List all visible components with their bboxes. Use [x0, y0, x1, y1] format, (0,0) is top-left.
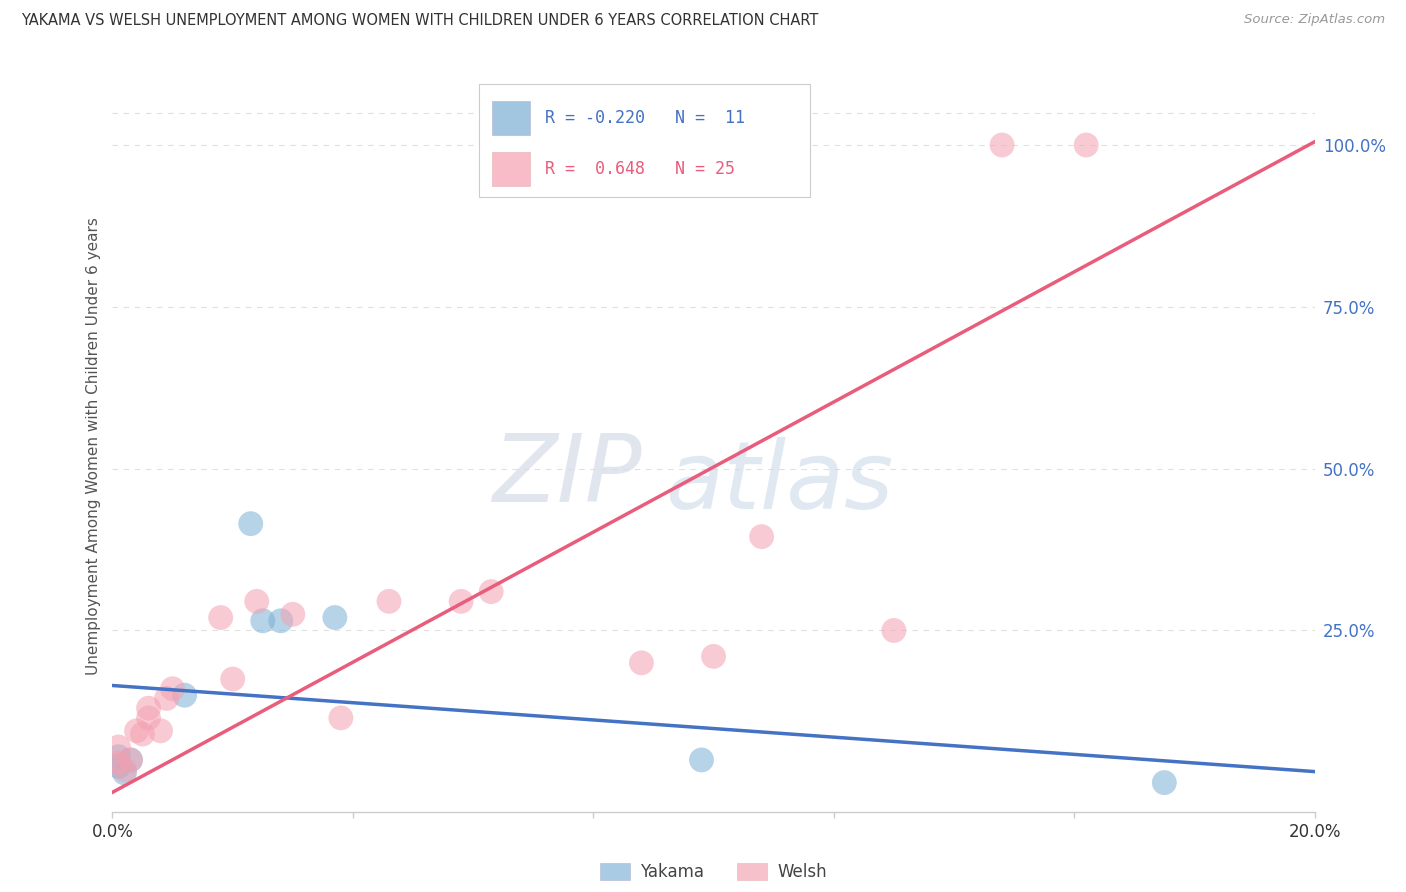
- Point: [149, 723, 172, 738]
- Point: [329, 711, 352, 725]
- Point: [120, 753, 142, 767]
- Point: [239, 516, 262, 531]
- Text: R = -0.220   N =  11: R = -0.220 N = 11: [546, 109, 745, 127]
- Point: [173, 688, 195, 702]
- Point: [323, 610, 346, 624]
- Point: [162, 681, 184, 696]
- Point: [883, 624, 905, 638]
- Point: [991, 138, 1014, 153]
- Point: [270, 614, 292, 628]
- Point: [690, 753, 713, 767]
- Point: [702, 649, 725, 664]
- Point: [1153, 775, 1175, 789]
- Point: [209, 610, 232, 624]
- Point: [222, 672, 245, 686]
- Legend: Yakama, Welsh: Yakama, Welsh: [593, 856, 834, 888]
- Text: R =  0.648   N = 25: R = 0.648 N = 25: [546, 160, 735, 178]
- Point: [630, 656, 652, 670]
- Text: Source: ZipAtlas.com: Source: ZipAtlas.com: [1244, 13, 1385, 27]
- Point: [751, 530, 773, 544]
- Point: [107, 749, 129, 764]
- Text: ZIP: ZIP: [492, 430, 641, 521]
- Y-axis label: Unemployment Among Women with Children Under 6 years: Unemployment Among Women with Children U…: [86, 217, 101, 675]
- Point: [107, 759, 129, 773]
- Point: [479, 584, 502, 599]
- Point: [1076, 138, 1098, 153]
- Text: atlas: atlas: [665, 437, 894, 528]
- Point: [155, 691, 177, 706]
- Point: [246, 594, 269, 608]
- Point: [252, 614, 274, 628]
- Point: [114, 763, 136, 777]
- Point: [138, 701, 160, 715]
- Point: [450, 594, 472, 608]
- Point: [378, 594, 401, 608]
- Text: YAKAMA VS WELSH UNEMPLOYMENT AMONG WOMEN WITH CHILDREN UNDER 6 YEARS CORRELATION: YAKAMA VS WELSH UNEMPLOYMENT AMONG WOMEN…: [21, 13, 818, 29]
- Point: [120, 753, 142, 767]
- Point: [281, 607, 304, 622]
- Point: [125, 723, 148, 738]
- Point: [107, 756, 129, 771]
- Point: [131, 727, 153, 741]
- Point: [107, 739, 129, 754]
- Point: [138, 711, 160, 725]
- Point: [114, 765, 136, 780]
